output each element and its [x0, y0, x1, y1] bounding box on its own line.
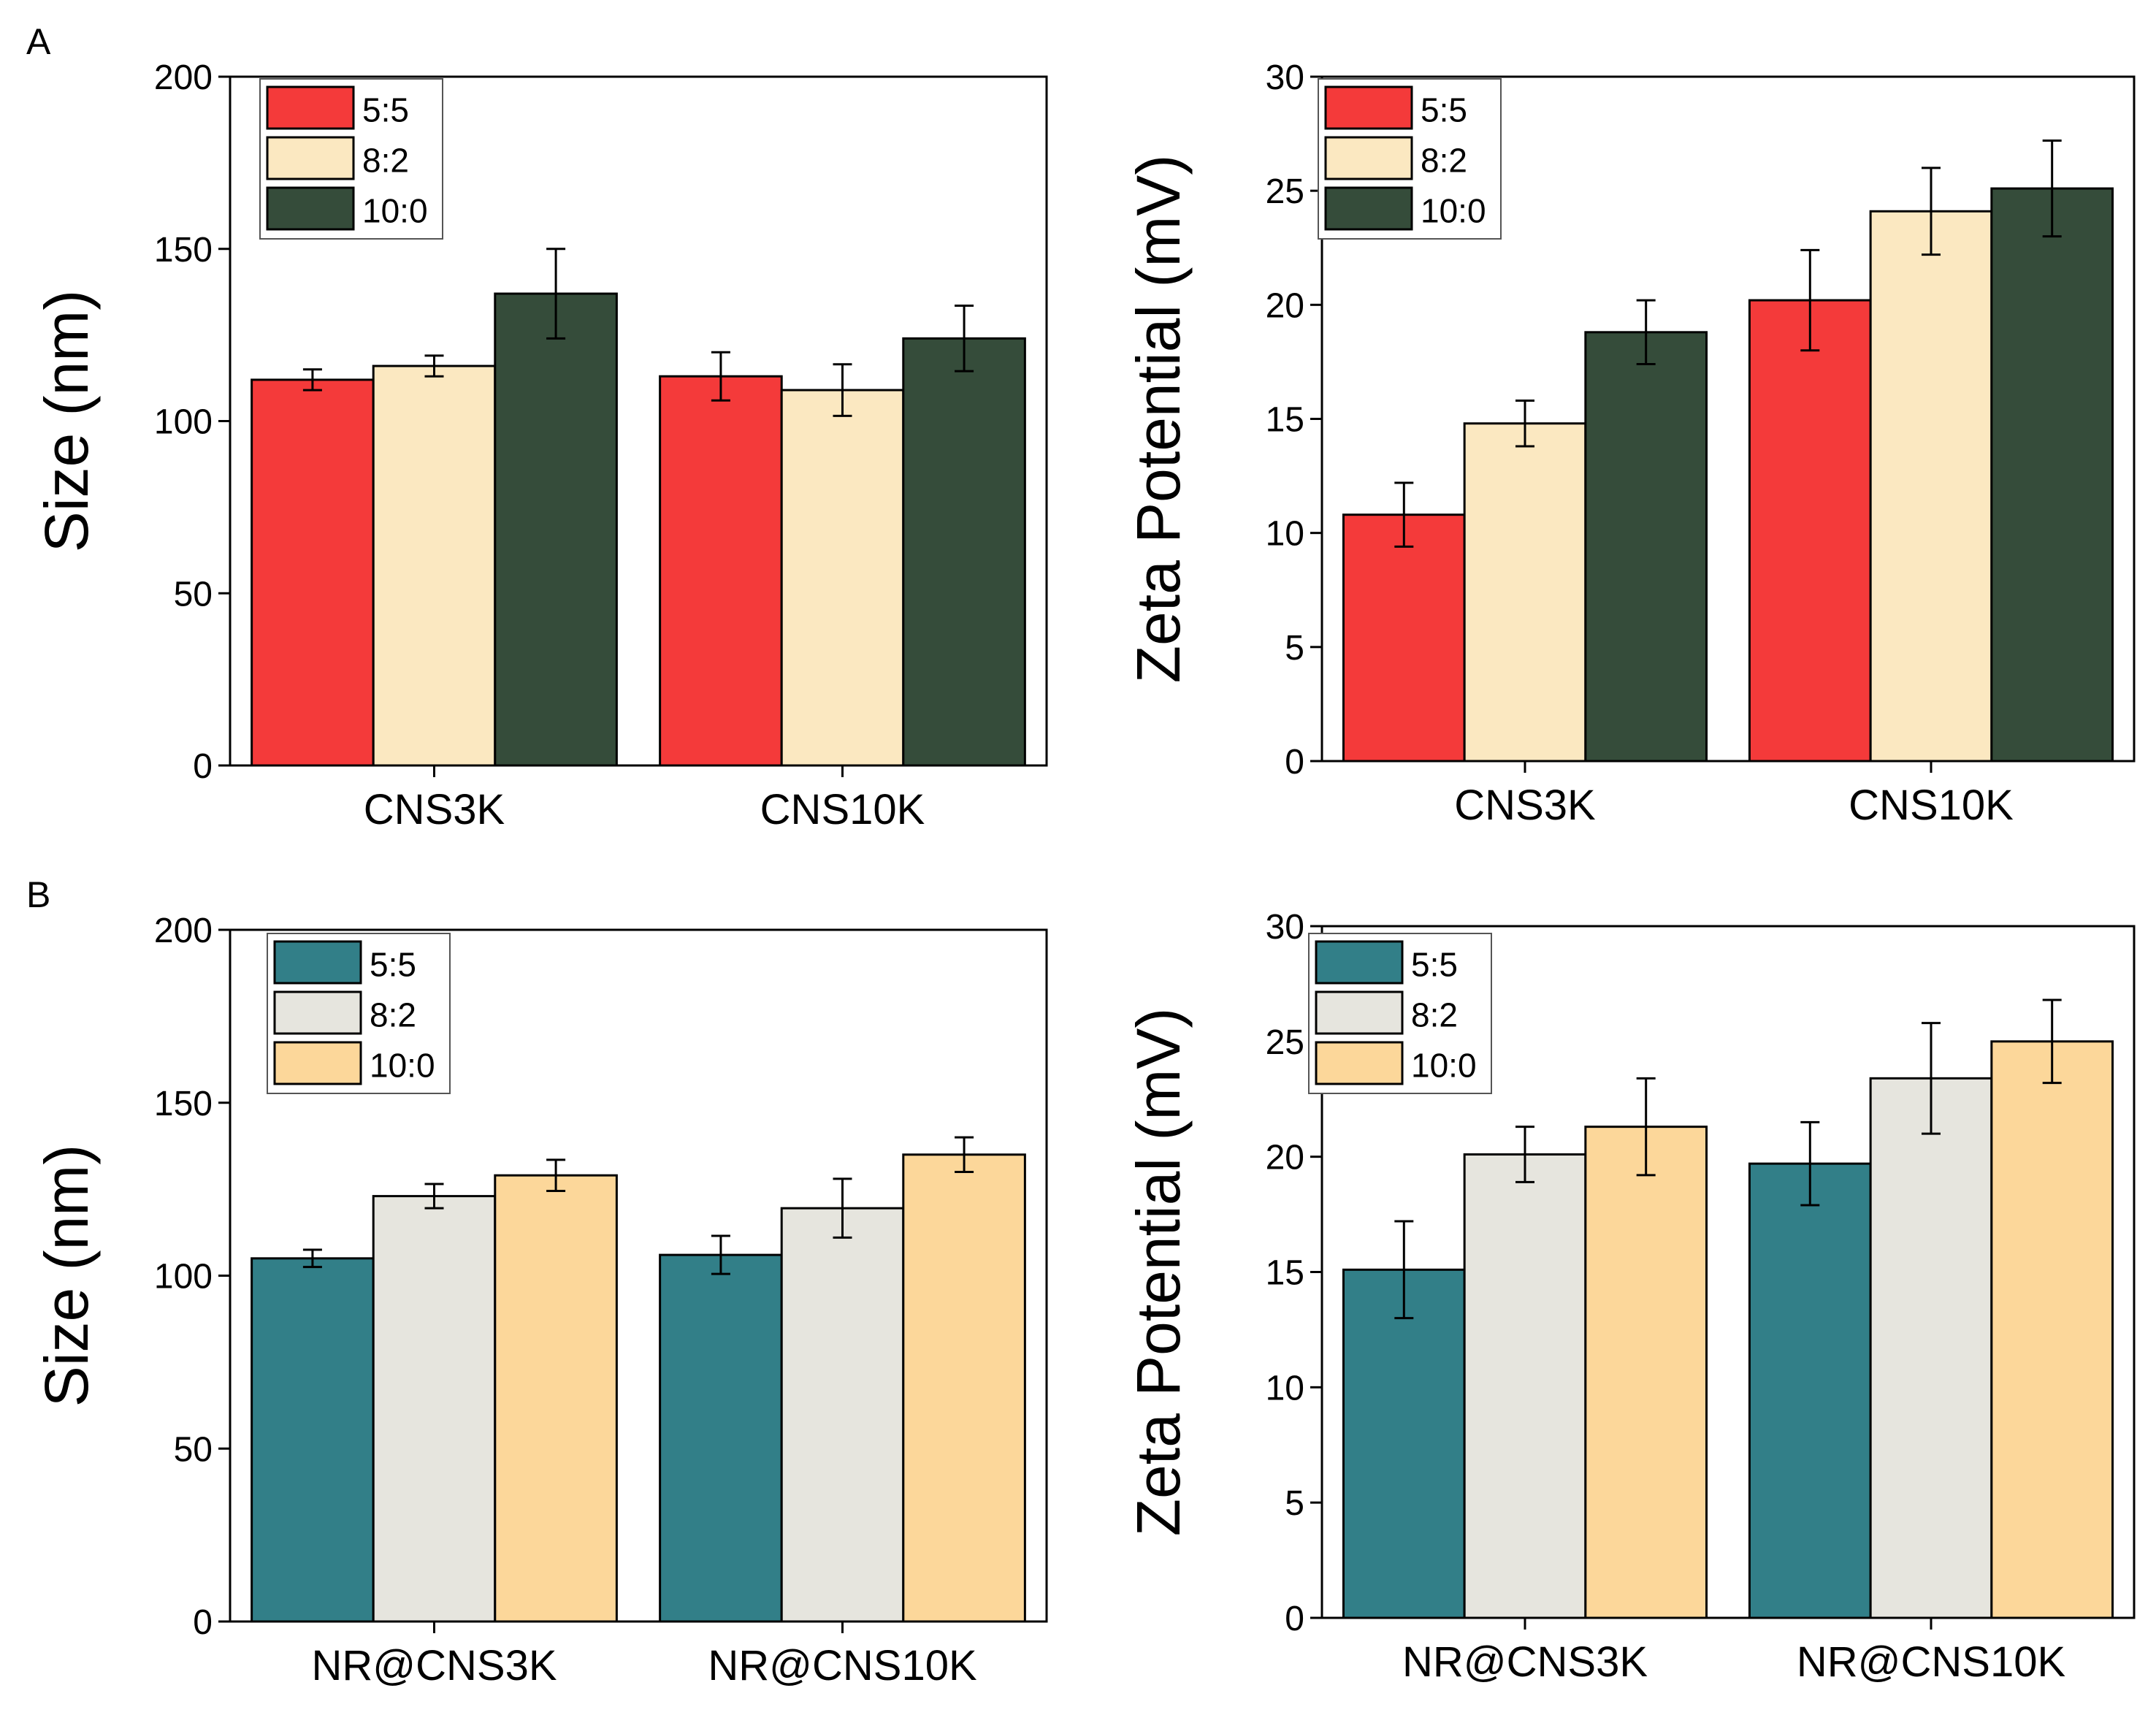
bar — [1342, 1268, 1466, 1619]
legend-label: 5:5 — [1411, 946, 1458, 984]
legend-label: 8:2 — [370, 996, 416, 1034]
bar — [780, 1207, 905, 1623]
y-tick-label: 100 — [154, 403, 213, 442]
x-tick-label: CNS3K — [364, 786, 505, 833]
legend-label: 8:2 — [362, 142, 409, 180]
legend-label: 5:5 — [1421, 91, 1467, 129]
y-tick-label: 0 — [1285, 743, 1304, 782]
y-tick-label: 200 — [154, 58, 213, 97]
y-tick-label: 20 — [1266, 286, 1304, 325]
legend-label: 8:2 — [1411, 996, 1458, 1034]
plot-frame — [1320, 925, 2136, 1619]
bar — [494, 292, 618, 767]
x-tick-label: NR@CNS10K — [1797, 1638, 2066, 1686]
y-tick-label: 0 — [1285, 1600, 1304, 1638]
y-tick-label: 20 — [1266, 1139, 1304, 1177]
chart-size-b: 0 50 100 150 200 Size (nm) NR@CNS3K NR@CNS10K 5:… — [32, 912, 1048, 1689]
bar — [780, 389, 905, 767]
y-axis-label: Size (nm) — [32, 290, 101, 552]
bar — [1463, 1153, 1587, 1619]
legend-label: 10:0 — [1411, 1047, 1477, 1085]
legend-swatch — [273, 940, 362, 985]
bar — [251, 1257, 375, 1623]
y-axis-label: Size (nm) — [32, 1145, 101, 1407]
bar — [659, 1253, 783, 1623]
y-tick-label: 5 — [1285, 629, 1304, 668]
chart-zeta-a: 0 5 10 15 20 25 30 Zeta Potential (mV) CNS3K CNS1… — [1124, 58, 2136, 829]
y-tick-label: 0 — [193, 747, 213, 786]
bar — [372, 1195, 497, 1623]
x-tick-label: NR@CNS3K — [1402, 1638, 1648, 1686]
x-tick-label: NR@CNS3K — [311, 1642, 557, 1689]
chart-zeta-b: 0 5 10 15 20 25 30 Zeta Potential (mV) NR@CNS3K N… — [1124, 908, 2136, 1686]
bar — [251, 378, 375, 767]
legend-label: 5:5 — [362, 91, 409, 129]
y-tick-label: 15 — [1266, 1254, 1304, 1293]
y-tick-label: 100 — [154, 1258, 213, 1296]
legend-swatch — [266, 85, 355, 130]
plot-frame — [1320, 75, 2136, 763]
legend-label: 10:0 — [1421, 192, 1486, 230]
bar — [1869, 210, 1993, 763]
legend-swatch — [273, 1041, 362, 1085]
y-tick-label: 200 — [154, 912, 213, 950]
legend-label: 8:2 — [1421, 142, 1467, 180]
legend-label: 5:5 — [370, 946, 416, 984]
bar — [1748, 299, 1872, 763]
bar — [1748, 1162, 1872, 1619]
legend-swatch — [1324, 186, 1413, 231]
y-tick-label: 30 — [1266, 58, 1304, 97]
legend-swatch — [273, 990, 362, 1035]
y-tick-label: 150 — [154, 231, 213, 270]
x-tick-label: NR@CNS10K — [708, 1642, 977, 1689]
bar — [1990, 187, 2114, 763]
bar — [659, 375, 783, 767]
y-tick-label: 5 — [1285, 1484, 1304, 1523]
y-tick-label: 0 — [193, 1603, 213, 1642]
y-axis-label: Zeta Potential (mV) — [1124, 1008, 1193, 1537]
y-tick-label: 50 — [174, 575, 213, 614]
bar — [1584, 331, 1708, 763]
bar — [902, 337, 1026, 767]
legend-swatch — [266, 186, 355, 231]
bar — [1463, 422, 1587, 763]
bar — [1584, 1126, 1708, 1619]
bar — [1869, 1077, 1993, 1619]
panel-label-a: A — [26, 21, 51, 62]
y-tick-label: 25 — [1266, 172, 1304, 211]
plot-frame — [229, 75, 1048, 767]
legend-swatch — [1324, 85, 1413, 130]
legend-swatch — [266, 136, 355, 180]
plot-frame — [229, 928, 1048, 1623]
bar — [494, 1174, 618, 1623]
legend-swatch — [1324, 136, 1413, 180]
legend-label: 10:0 — [370, 1047, 435, 1085]
panel-label-b: B — [26, 874, 51, 915]
y-tick-label: 15 — [1266, 401, 1304, 440]
bar — [1990, 1040, 2114, 1619]
y-tick-label: 150 — [154, 1085, 213, 1123]
x-tick-label: CNS10K — [1849, 782, 2014, 829]
y-tick-label: 25 — [1266, 1023, 1304, 1062]
x-tick-label: CNS10K — [760, 786, 925, 833]
x-tick-label: CNS3K — [1454, 782, 1596, 829]
y-tick-label: 10 — [1266, 1369, 1304, 1407]
bar — [902, 1153, 1026, 1623]
legend-label: 10:0 — [362, 192, 428, 230]
y-tick-label: 10 — [1266, 515, 1304, 554]
legend-swatch — [1315, 940, 1404, 985]
y-tick-label: 30 — [1266, 908, 1304, 947]
y-tick-label: 50 — [174, 1430, 213, 1469]
legend-swatch — [1315, 990, 1404, 1035]
bar — [1342, 513, 1466, 763]
bar — [372, 364, 497, 767]
legend-swatch — [1315, 1041, 1404, 1085]
chart-size-a: 0 50 100 150 200 Size (nm) CNS3K CNS10K 5:5 8:2 10… — [32, 58, 1048, 833]
y-axis-label: Zeta Potential (mV) — [1124, 155, 1193, 684]
